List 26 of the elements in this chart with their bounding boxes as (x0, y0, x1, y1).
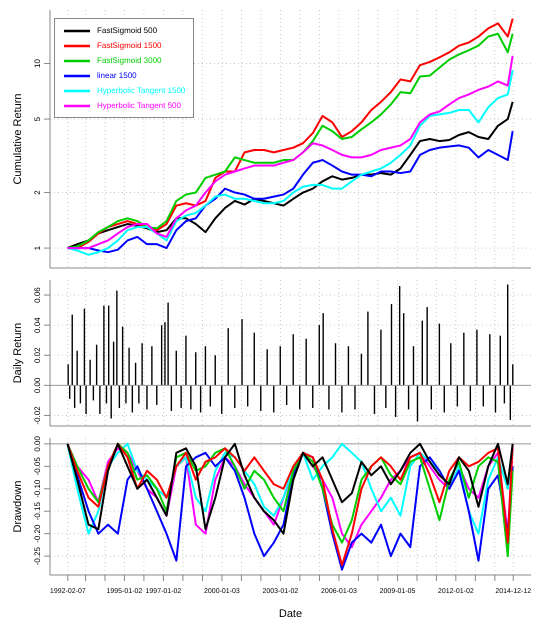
y-tick-label: -0.15 (33, 502, 42, 520)
y-axis-title: Daily Return (12, 322, 24, 384)
y-tick-label: 0.06 (33, 286, 42, 303)
y-tick-label: -0.20 (33, 524, 42, 543)
y-tick-label: 0.00 (33, 377, 42, 394)
y-tick-label: -0.02 (33, 406, 42, 425)
y-tick-label: 0.02 (33, 346, 42, 364)
y-tick-label: -0.10 (33, 479, 42, 498)
y-tick-label: 2 (33, 190, 42, 195)
y-tick-label: 0.00 (33, 436, 42, 452)
legend-label: FastSigmoid 3000 (97, 56, 162, 65)
line-series (66, 100, 514, 250)
y-tick-label: 10 (33, 58, 42, 68)
legend-label: FastSigmoid 500 (97, 26, 158, 35)
y-axis-title: Cumulative Return (12, 93, 24, 185)
y-axis-title: Drawdown (12, 480, 24, 532)
legend-label: FastSigmoid 1500 (97, 41, 162, 50)
y-tick-label: -0.25 (33, 546, 42, 566)
y-tick-label: 5 (33, 116, 42, 122)
legend-label: Hyperbolic Tangent 500 (97, 101, 181, 110)
y-tick-label: 1 (33, 245, 42, 250)
legend-label: Hyperbolic Tangent 1500 (97, 86, 186, 95)
x-axis-title: Date (278, 608, 302, 620)
legend-label: linear 1500 (97, 71, 137, 80)
y-tick-label: -0.05 (33, 456, 42, 476)
y-tick-label: 0.04 (33, 316, 42, 333)
